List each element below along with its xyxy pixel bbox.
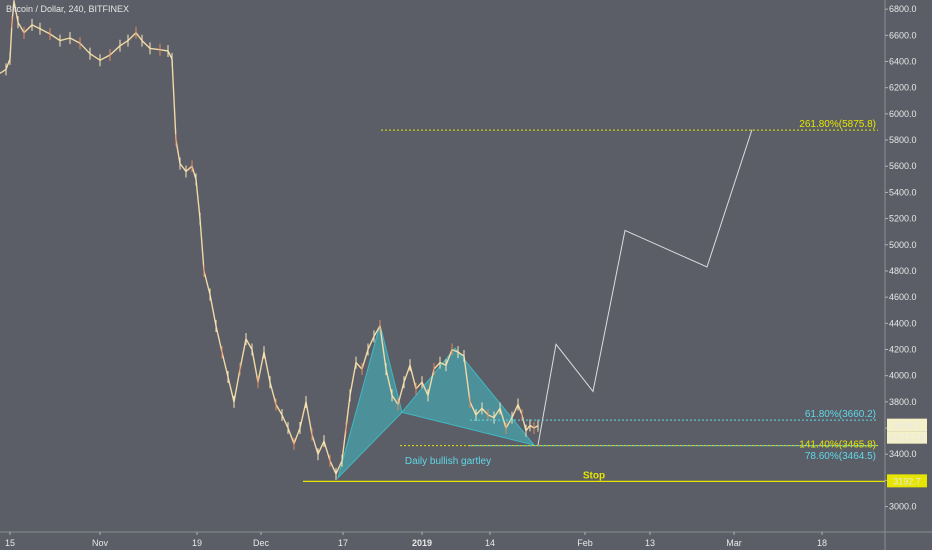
y-tick-label: 5200.0 bbox=[889, 214, 917, 224]
fib-level-label: 261.80%(5875.8) bbox=[799, 119, 876, 130]
x-tick-label: 19 bbox=[192, 538, 202, 548]
y-tick-label: 6400.0 bbox=[889, 57, 917, 67]
x-tick-label: Feb bbox=[577, 538, 593, 548]
x-tick-label: 15 bbox=[5, 538, 15, 548]
y-tick-label: 6200.0 bbox=[889, 83, 917, 93]
y-tick-label: 6000.0 bbox=[889, 109, 917, 119]
current-price-badge bbox=[887, 418, 927, 432]
y-tick-label: 4800.0 bbox=[889, 266, 917, 276]
x-tick-label: Dec bbox=[253, 538, 270, 548]
y-tick-label: 4600.0 bbox=[889, 292, 917, 302]
x-tick-label: Nov bbox=[92, 538, 109, 548]
projection-path bbox=[537, 129, 753, 446]
stop-label: Stop bbox=[583, 470, 605, 481]
x-tick-label: 2019 bbox=[412, 538, 432, 548]
countdown-badge-text: 03:12:28 bbox=[889, 433, 924, 443]
current-price-badge-text: 3618.2 bbox=[893, 421, 921, 431]
fib-level-label: 78.60%(3464.5) bbox=[805, 451, 876, 462]
y-tick-label: 5600.0 bbox=[889, 161, 917, 171]
x-tick-label: 14 bbox=[485, 538, 495, 548]
x-tick-label: 18 bbox=[817, 538, 827, 548]
y-tick-label: 3800.0 bbox=[889, 397, 917, 407]
gartley-leg-xab bbox=[337, 322, 403, 480]
x-tick-label: Mar bbox=[726, 538, 742, 548]
countdown-badge bbox=[887, 431, 927, 444]
price-axis[interactable] bbox=[885, 0, 932, 550]
stop-price-badge-text: 3192.7 bbox=[893, 476, 921, 486]
y-tick-label: 3000.0 bbox=[889, 502, 917, 512]
y-tick-label: 4000.0 bbox=[889, 371, 917, 381]
gartley-leg-bcd bbox=[401, 347, 536, 446]
x-tick-label: 13 bbox=[645, 538, 655, 548]
symbol-title: Bitcoin / Dollar, 240, BITFINEX bbox=[6, 4, 130, 14]
plot-area bbox=[0, 0, 885, 532]
fib-level-label: 141.40%(3465.8) bbox=[799, 440, 876, 451]
pattern-label: Daily bullish gartley bbox=[405, 456, 491, 467]
y-tick-label: 3400.0 bbox=[889, 449, 917, 459]
x-tick-label: 17 bbox=[338, 538, 348, 548]
fib-level-label: 61.80%(3660.2) bbox=[805, 409, 876, 420]
y-tick-label: 5000.0 bbox=[889, 240, 917, 250]
y-tick-label: 4400.0 bbox=[889, 318, 917, 328]
y-tick-label: 6600.0 bbox=[889, 30, 917, 40]
y-tick-label: 4200.0 bbox=[889, 345, 917, 355]
stop-price-badge bbox=[887, 474, 927, 488]
y-tick-label: 5800.0 bbox=[889, 135, 917, 145]
y-tick-label: 5400.0 bbox=[889, 187, 917, 197]
y-tick-label: 6800.0 bbox=[889, 4, 917, 14]
